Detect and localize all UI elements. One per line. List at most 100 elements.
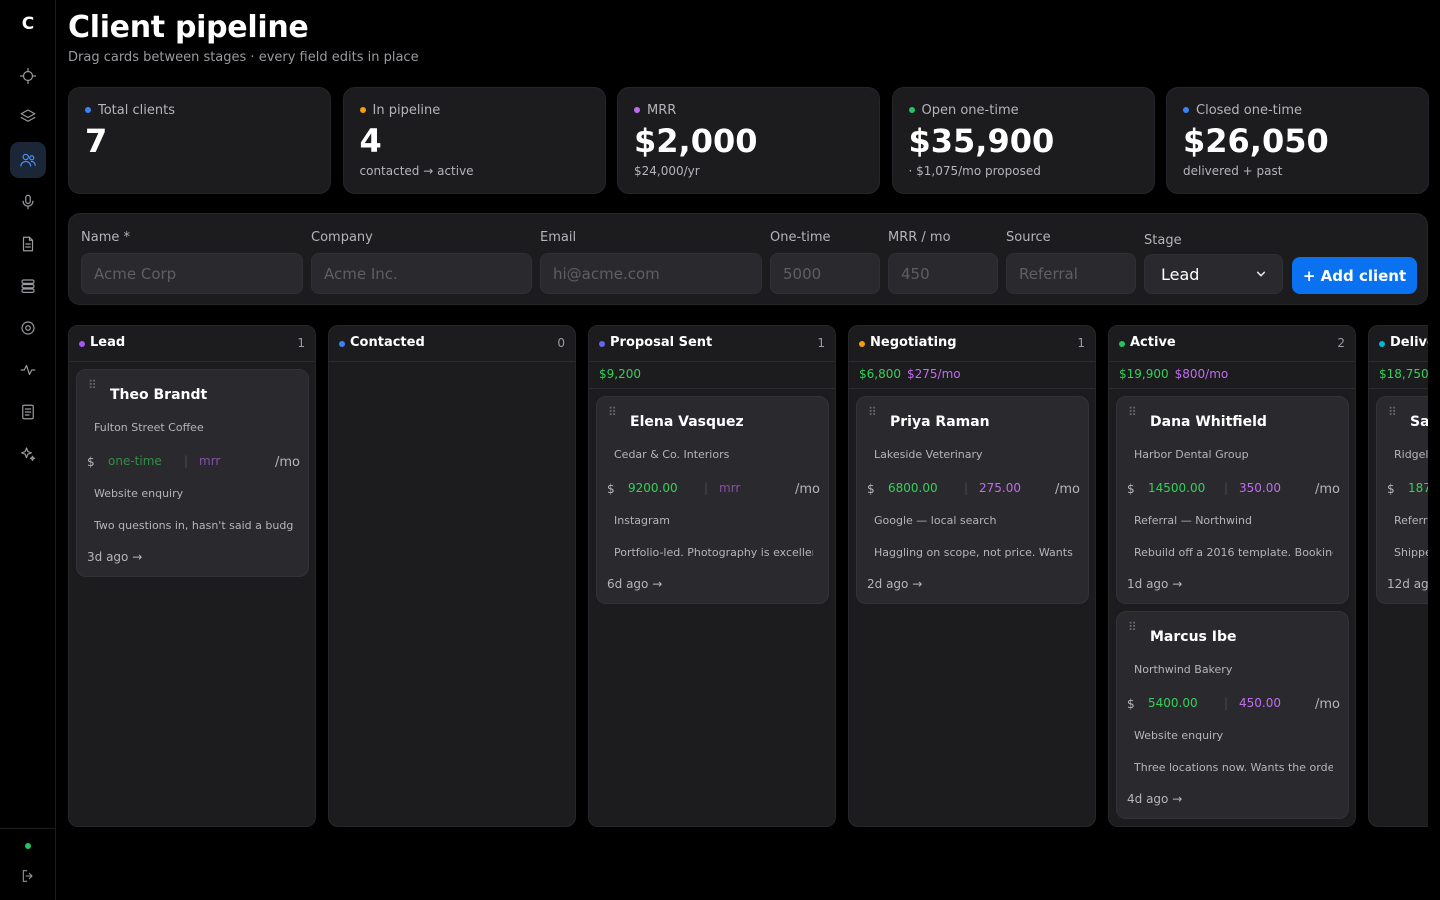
name-input[interactable] (81, 253, 303, 294)
stat-card: In pipeline 4 contacted → active (342, 87, 606, 194)
column-totals: $6,800 $275/mo (849, 362, 1095, 389)
client-amounts: $6800.00 | 275.00/mo (867, 480, 1080, 500)
app-logo[interactable]: C (21, 14, 35, 34)
company-input[interactable] (311, 253, 532, 294)
client-source[interactable]: Website enquiry (94, 487, 184, 500)
notes-icon (22, 404, 34, 420)
client-note[interactable]: Haggling on scope, not price. Wants a bo… (874, 546, 1073, 559)
last-updated[interactable]: 12d ago → (1387, 577, 1428, 591)
client-company[interactable]: Northwind Bakery (1134, 663, 1233, 676)
client-company[interactable]: Lakeside Veterinary (874, 448, 983, 461)
drag-handle-icon[interactable]: ⠿ (608, 405, 617, 419)
client-card[interactable]: ⠿ Elena Vasquez Cedar & Co. Interiors $9200… (596, 396, 829, 604)
nav-ai[interactable] (10, 436, 46, 472)
last-updated[interactable]: 2d ago → (867, 577, 923, 591)
last-updated[interactable]: 6d ago → (607, 577, 663, 591)
client-company[interactable]: Fulton Street Coffee (94, 421, 204, 434)
client-note[interactable]: Portfolio-led. Photography is excellent. (614, 546, 813, 559)
column-total-onetime: $18,750 (1379, 367, 1428, 381)
client-name[interactable]: Theo Brandt (110, 387, 208, 403)
client-note[interactable]: Shipped. (1394, 546, 1428, 559)
onetime-field[interactable]: one-time (108, 454, 162, 468)
client-name[interactable]: Marcus Ibe (1150, 629, 1237, 645)
mrr-field[interactable]: 275.00 (979, 481, 1021, 495)
add-client-button[interactable]: + Add client (1292, 257, 1417, 294)
mrr-input[interactable] (888, 253, 998, 294)
onetime-field[interactable]: 6800.00 (888, 481, 938, 495)
pipeline-column: Lead 1 ⠿ Theo Brandt Fulton Street Coffee $ on… (68, 325, 316, 827)
activity-icon (20, 364, 36, 376)
drag-handle-icon[interactable]: ⠿ (1128, 405, 1137, 419)
client-source[interactable]: Referral (1394, 514, 1428, 527)
column-dot (79, 341, 85, 347)
pipeline-column: Proposal Sent 1 $9,200 ⠿ Elena Vasquez Cedar … (588, 325, 836, 827)
client-name[interactable]: Dana Whitfield (1150, 414, 1267, 430)
logout-button[interactable] (10, 858, 46, 894)
database-icon (21, 279, 35, 293)
nav-documents[interactable] (10, 226, 46, 262)
client-card[interactable]: ⠿ Theo Brandt Fulton Street Coffee $ one-tim… (76, 369, 309, 577)
client-source[interactable]: Instagram (614, 514, 670, 527)
drag-handle-icon[interactable]: ⠿ (1388, 405, 1397, 419)
onetime-input[interactable] (770, 253, 880, 294)
nav-voice[interactable] (10, 184, 46, 220)
client-card[interactable]: ⠿ Marcus Ibe Northwind Bakery $5400.00 | 450.… (1116, 611, 1349, 819)
client-card[interactable]: ⠿ Dana Whitfield Harbor Dental Group $14500… (1116, 396, 1349, 604)
stat-label-text: Closed one-time (1196, 103, 1303, 118)
target-icon (21, 321, 35, 335)
drag-handle-icon[interactable]: ⠿ (88, 378, 97, 392)
client-company[interactable]: Ridgeline Outfitters (1394, 448, 1428, 461)
nav-database[interactable] (10, 268, 46, 304)
last-updated[interactable]: 1d ago → (1127, 577, 1183, 591)
client-name[interactable]: Elena Vasquez (630, 414, 744, 430)
dollar-sign: $ (1127, 697, 1135, 711)
mrr-field[interactable]: mrr (719, 481, 741, 495)
client-name[interactable]: Priya Raman (890, 414, 990, 430)
onetime-field[interactable]: 9200.00 (628, 481, 678, 495)
client-source[interactable]: Website enquiry (1134, 729, 1224, 742)
nav-target[interactable] (10, 310, 46, 346)
nav-clients[interactable] (10, 142, 46, 178)
nav-layers[interactable] (10, 98, 46, 134)
mrr-field[interactable]: 450.00 (1239, 696, 1281, 710)
client-company[interactable]: Cedar & Co. Interiors (614, 448, 730, 461)
client-company[interactable]: Harbor Dental Group (1134, 448, 1249, 461)
column-dot (1379, 341, 1385, 347)
stat-value: 7 (85, 122, 108, 160)
email-input[interactable] (540, 253, 762, 294)
field-separator: | (1224, 696, 1229, 710)
client-source[interactable]: Referral — Northwind (1134, 514, 1252, 527)
client-card[interactable]: ⠿ Priya Raman Lakeside Veterinary $6800.00 |… (856, 396, 1089, 604)
mrr-field[interactable]: 350.00 (1239, 481, 1281, 495)
client-note[interactable]: Three locations now. Wants the ordering … (1134, 761, 1333, 774)
drag-handle-icon[interactable]: ⠿ (868, 405, 877, 419)
last-updated[interactable]: 4d ago → (1127, 792, 1183, 806)
client-card[interactable]: ⠿ Sam Ridgel Ridgeline Outfitters $18750.00… (1376, 396, 1428, 604)
column-count: 2 (1337, 336, 1345, 350)
column-dot (599, 341, 605, 347)
stat-label: Closed one-time (1183, 103, 1302, 118)
column-total-mrr: $800/mo (1174, 367, 1229, 381)
page-subtitle: Drag cards between stages · every field … (68, 50, 419, 65)
nav-crosshair[interactable] (10, 58, 46, 94)
client-note[interactable]: Rebuild off a 2016 template. Booking int… (1134, 546, 1333, 559)
client-note[interactable]: Two questions in, hasn't said a budget y… (94, 519, 293, 532)
stat-value: $35,900 (908, 122, 1055, 160)
page-title: Client pipeline (68, 10, 309, 45)
last-updated[interactable]: 3d ago → (87, 550, 143, 564)
stage-select[interactable]: Lead (1144, 254, 1283, 294)
dollar-sign: $ (87, 455, 95, 469)
onetime-field[interactable]: 18750.00 (1408, 481, 1428, 495)
nav-activity[interactable] (10, 352, 46, 388)
client-source[interactable]: Google — local search (874, 514, 997, 527)
client-amounts: $9200.00 | mrr/mo (607, 480, 820, 500)
mrr-field[interactable]: mrr (199, 454, 221, 468)
client-name[interactable]: Sam Ridgel (1410, 414, 1428, 430)
onetime-field[interactable]: 5400.00 (1148, 696, 1198, 710)
drag-handle-icon[interactable]: ⠿ (1128, 620, 1137, 634)
stat-label: Total clients (85, 103, 175, 118)
source-input[interactable] (1006, 253, 1136, 294)
nav-notes[interactable] (10, 394, 46, 430)
onetime-field[interactable]: 14500.00 (1148, 481, 1206, 495)
stat-card: Closed one-time $26,050 delivered + past (1166, 87, 1429, 194)
